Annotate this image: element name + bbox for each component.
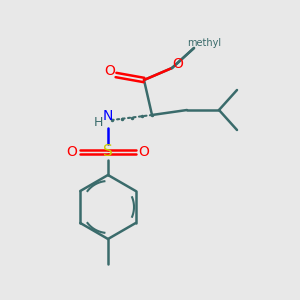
Text: methyl: methyl xyxy=(187,38,221,48)
Text: O: O xyxy=(172,57,183,71)
Text: S: S xyxy=(103,145,113,160)
Text: O: O xyxy=(105,64,116,78)
Text: N: N xyxy=(103,109,113,123)
Text: H: H xyxy=(93,116,103,128)
Text: O: O xyxy=(67,145,77,159)
Text: O: O xyxy=(139,145,149,159)
